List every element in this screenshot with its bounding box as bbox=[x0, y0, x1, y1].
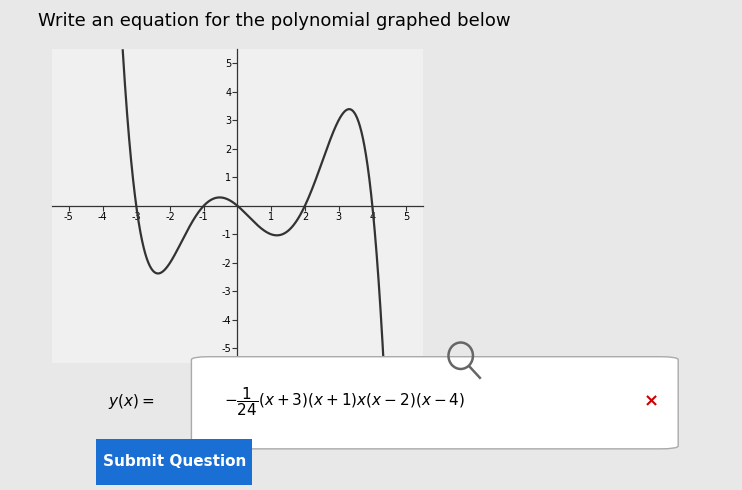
Text: Submit Question: Submit Question bbox=[102, 454, 246, 469]
Text: ×: × bbox=[644, 393, 659, 411]
Text: $y(x) =$: $y(x) =$ bbox=[108, 392, 155, 411]
FancyBboxPatch shape bbox=[191, 357, 678, 449]
Text: $-\dfrac{1}{24}(x+3)(x+1)x(x-2)(x-4)$: $-\dfrac{1}{24}(x+3)(x+1)x(x-2)(x-4)$ bbox=[224, 386, 465, 418]
Text: Write an equation for the polynomial graphed below: Write an equation for the polynomial gra… bbox=[39, 12, 510, 30]
FancyBboxPatch shape bbox=[84, 435, 265, 489]
